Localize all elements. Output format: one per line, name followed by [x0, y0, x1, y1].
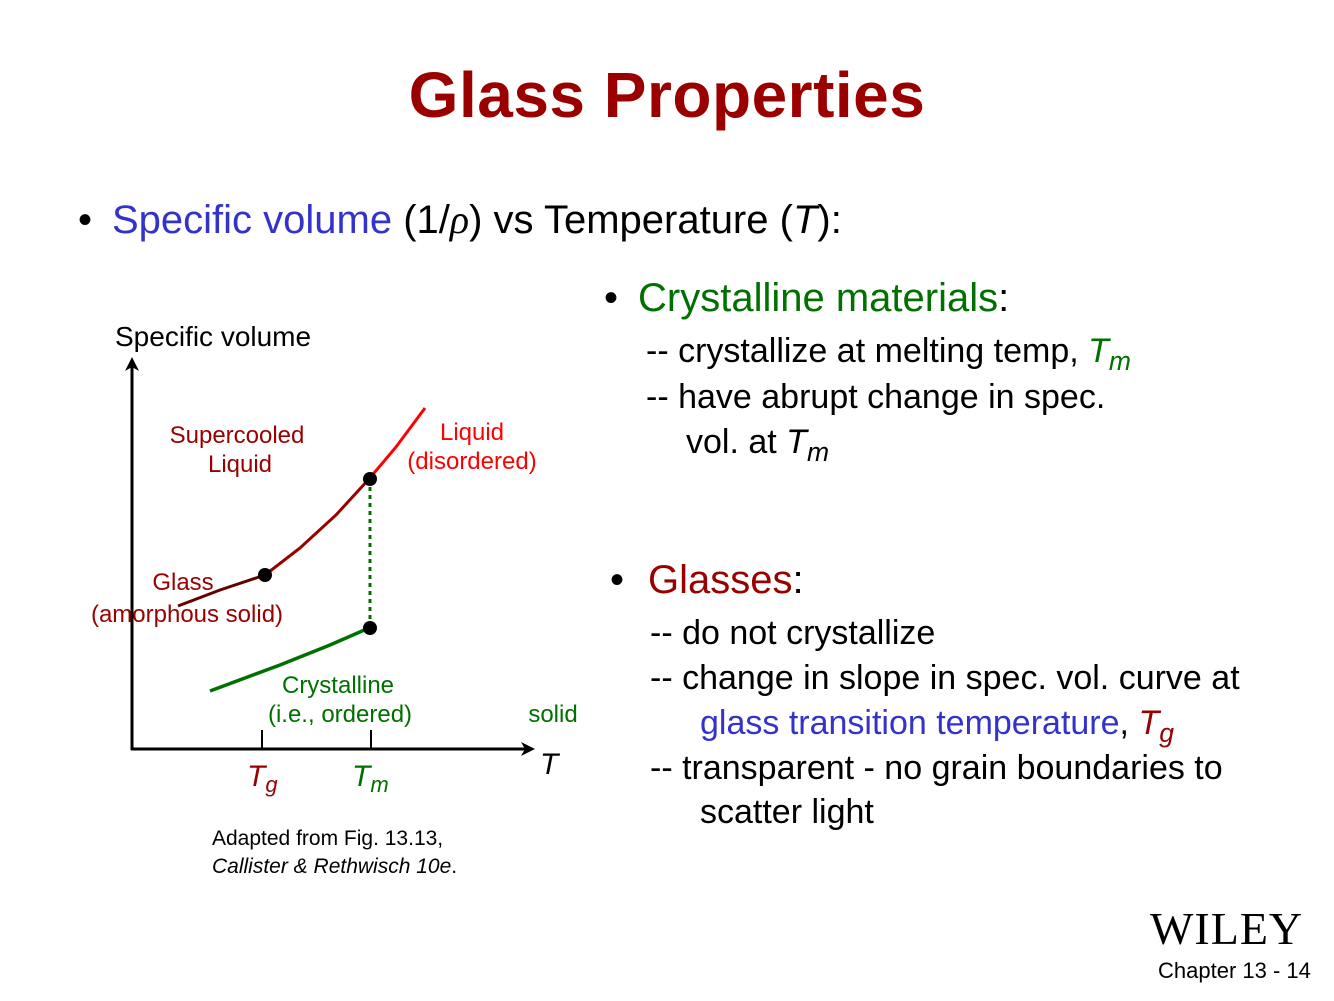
tg-label: Tg — [247, 760, 278, 797]
supercooled-liquid-curve — [264, 477, 371, 577]
bullet-point: • — [604, 276, 619, 320]
solid-label: solid — [528, 701, 577, 728]
slide-title: Glass Properties — [408, 59, 926, 131]
glass-transition-dot — [258, 568, 272, 582]
glasses-line3-comma: , — [1119, 704, 1139, 742]
supercooled-label-line1: Supercooled — [170, 422, 305, 449]
glass-label-line2: (amorphous solid) — [91, 601, 283, 628]
crystalline-line3: vol. at Tm — [686, 423, 829, 468]
glasses-line3: glass transition temperature, Tg — [700, 704, 1174, 749]
liquid-label-line2: (disordered) — [407, 448, 536, 475]
caption-line2: Callister & Rethwisch 10e — [212, 855, 452, 878]
bullet-point: • — [78, 198, 93, 242]
specific-volume-diagram: Specific volume T Supercooled Liquid Liq… — [91, 321, 578, 797]
glasses-heading-line: • Glasses: — [610, 558, 804, 603]
caption-line2-end: . — [451, 855, 458, 878]
crystalline-heading: Crystalline materials — [638, 276, 999, 320]
glasses-line4: -- transparent - no grain boundaries to — [650, 749, 1223, 787]
glasses-colon: : — [792, 558, 804, 602]
wiley-logo: WILEY — [1150, 903, 1304, 954]
intro-paren-open: (1/ — [392, 198, 450, 242]
tm-symbol: Tm — [1088, 332, 1131, 376]
bullet-point: • — [610, 558, 625, 602]
glass-curve — [177, 573, 266, 608]
tg-symbol: Tg — [1138, 704, 1174, 748]
melting-point-liquid-dot — [363, 472, 377, 486]
crystalline-line3-text: vol. at — [686, 423, 787, 461]
glasses-line1: -- do not crystallize — [650, 614, 936, 652]
crystalline-line1-text: -- crystallize at melting temp, — [646, 332, 1089, 370]
crystalline-label-line2: (i.e., ordered) — [268, 701, 412, 728]
crystalline-curve — [209, 626, 370, 693]
crystalline-heading-line: • Crystalline materials: — [604, 276, 1009, 321]
supercooled-label-line2: Liquid — [208, 451, 272, 478]
rho-symbol: ρ — [449, 197, 470, 242]
caption-line1: Adapted from Fig. 13.13, — [212, 827, 444, 850]
figure-caption: Adapted from Fig. 13.13, Callister & Ret… — [212, 825, 457, 881]
melting-point-crystal-dot — [363, 621, 377, 635]
intro-end: ): — [817, 198, 842, 242]
specific-volume-term: Specific volume — [112, 198, 393, 242]
liquid-curve — [367, 407, 427, 480]
crystalline-line1: -- crystallize at melting temp, Tm — [646, 332, 1131, 377]
y-axis-label: Specific volume — [115, 321, 311, 352]
tm-label: Tm — [352, 760, 389, 797]
intro-mid: ) vs Temperature ( — [469, 198, 793, 242]
glasses-line2: -- change in slope in spec. vol. curve a… — [650, 659, 1240, 697]
chapter-page-number: Chapter 13 - 14 — [1158, 958, 1311, 983]
glasses-heading: Glasses — [648, 558, 793, 602]
liquid-label-line1: Liquid — [440, 419, 504, 446]
glasses-line5: scatter light — [700, 793, 874, 831]
crystalline-label-line1: Crystalline — [282, 672, 394, 699]
glass-label-line1: Glass — [152, 569, 213, 596]
temperature-symbol: T — [792, 198, 818, 242]
crystalline-colon: : — [998, 276, 1010, 320]
x-axis-label: T — [540, 748, 561, 781]
crystalline-line2: -- have abrupt change in spec. — [646, 378, 1106, 416]
caption-line2-wrap: Callister & Rethwisch 10e. — [212, 853, 457, 881]
intro-bullet-line: • Specific volume (1/ρ) vs Temperature (T… — [78, 196, 842, 243]
glass-transition-term: glass transition temperature — [700, 704, 1120, 742]
tm-symbol-black: Tm — [786, 423, 830, 467]
